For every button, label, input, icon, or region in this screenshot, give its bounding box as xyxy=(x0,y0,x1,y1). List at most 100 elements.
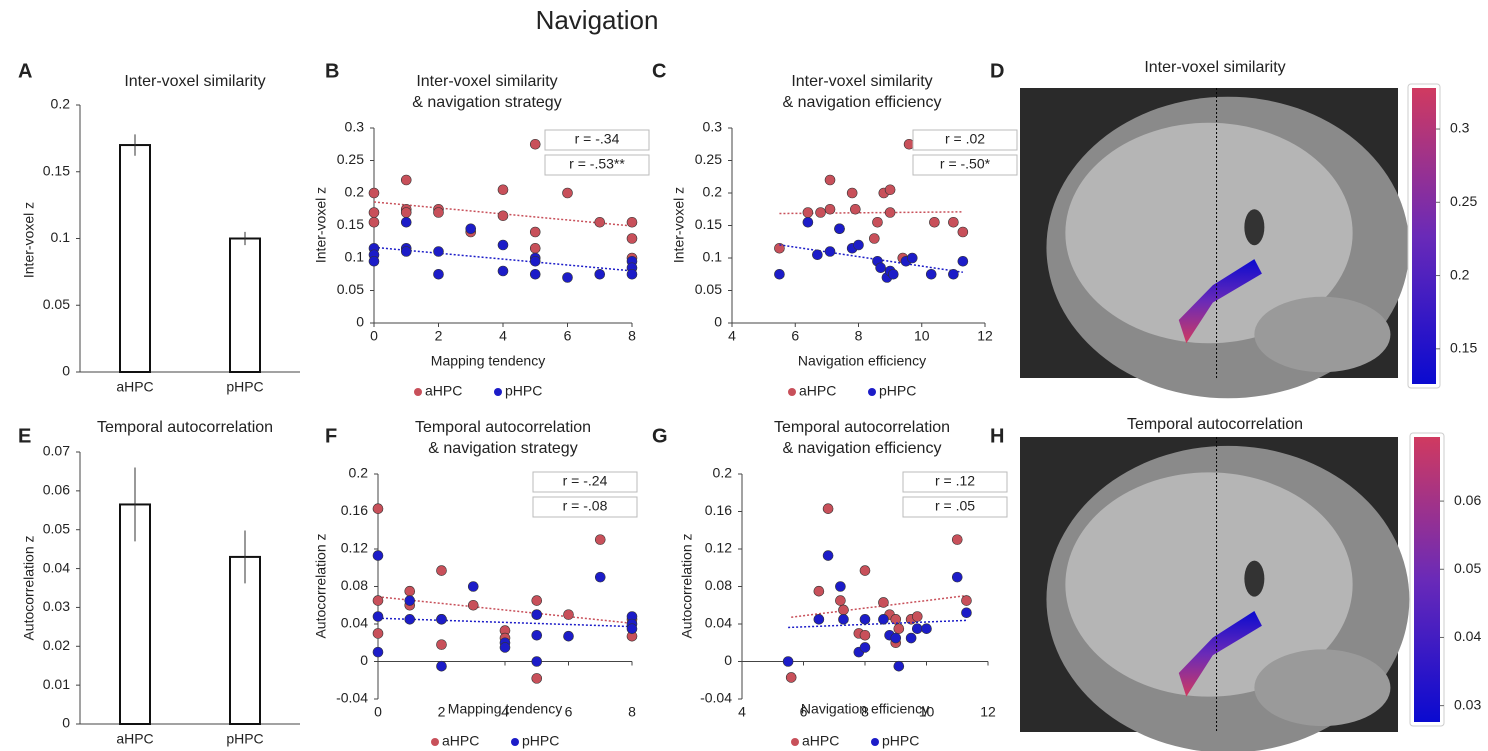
ventricle xyxy=(1244,209,1264,245)
point xyxy=(401,247,411,257)
point xyxy=(869,234,879,244)
y-tick-label: 0.12 xyxy=(705,540,732,556)
panel-title: Temporal autocorrelation xyxy=(774,419,950,436)
colorbar-tick-label: 0.03 xyxy=(1454,696,1481,712)
y-tick-label: 0.05 xyxy=(337,281,364,297)
point xyxy=(838,605,848,615)
legend-label: pHPC xyxy=(882,733,919,749)
point xyxy=(627,234,637,244)
point xyxy=(948,269,958,279)
trend-line xyxy=(779,245,962,272)
x-tick-label: aHPC xyxy=(116,731,153,747)
x-tick-label: 6 xyxy=(564,328,572,344)
point xyxy=(816,208,826,218)
point xyxy=(912,624,922,634)
annotation: r = -.50* xyxy=(940,156,991,172)
point xyxy=(860,614,870,624)
panel-title: Temporal autocorrelation xyxy=(415,419,591,436)
point xyxy=(401,217,411,227)
point xyxy=(878,597,888,607)
panel-title: Temporal autocorrelation xyxy=(97,419,273,436)
y-tick-label: 0.16 xyxy=(341,502,368,518)
point xyxy=(888,269,898,279)
panel-letter: B xyxy=(325,60,339,82)
point xyxy=(850,204,860,214)
legend-marker xyxy=(494,388,502,396)
point xyxy=(891,633,901,643)
x-tick-label: 4 xyxy=(499,328,507,344)
y-tick-label: 0.04 xyxy=(43,559,70,575)
point xyxy=(532,657,542,667)
cerebellum xyxy=(1254,297,1390,372)
panel-title: & navigation efficiency xyxy=(783,94,942,111)
point xyxy=(894,624,904,634)
point xyxy=(434,208,444,218)
annotation: r = -.34 xyxy=(575,131,620,147)
point xyxy=(563,273,573,283)
x-tick-label: 6 xyxy=(565,704,573,720)
y-tick-label: 0.25 xyxy=(695,151,722,167)
annotation: r = .12 xyxy=(935,473,975,489)
point xyxy=(878,614,888,624)
y-tick-label: 0.08 xyxy=(705,577,732,593)
x-tick-label: 0 xyxy=(374,704,382,720)
point xyxy=(373,551,383,561)
point xyxy=(437,661,447,671)
point xyxy=(530,227,540,237)
point xyxy=(872,217,882,227)
point xyxy=(885,208,895,218)
y-tick-label: 0.1 xyxy=(703,249,723,265)
point xyxy=(627,624,637,634)
y-tick-label: 0.2 xyxy=(713,465,733,481)
point xyxy=(774,243,784,253)
cerebellum xyxy=(1254,649,1390,726)
point xyxy=(906,633,916,643)
point xyxy=(929,217,939,227)
bar xyxy=(120,145,150,372)
point xyxy=(405,586,415,596)
colorbar-tick-label: 0.3 xyxy=(1450,120,1470,136)
point xyxy=(564,610,574,620)
y-tick-label: -0.04 xyxy=(336,690,368,706)
ventricle xyxy=(1244,561,1264,597)
point xyxy=(907,253,917,263)
point xyxy=(952,535,962,545)
point xyxy=(823,551,833,561)
x-tick-label: 12 xyxy=(977,328,993,344)
y-tick-label: 0.05 xyxy=(43,296,70,312)
point xyxy=(532,673,542,683)
point xyxy=(405,614,415,624)
point xyxy=(369,217,379,227)
point xyxy=(595,269,605,279)
y-axis-label: Inter-voxel z xyxy=(671,187,687,263)
point xyxy=(961,596,971,606)
point xyxy=(803,208,813,218)
y-tick-label: 0 xyxy=(356,314,364,330)
panel-letter: F xyxy=(325,425,337,447)
point xyxy=(373,612,383,622)
y-tick-label: 0 xyxy=(724,652,732,668)
point xyxy=(369,256,379,266)
point xyxy=(894,661,904,671)
colorbar-tick-label: 0.04 xyxy=(1454,628,1481,644)
colorbar-tick-label: 0.15 xyxy=(1450,340,1477,356)
point xyxy=(405,596,415,606)
point xyxy=(958,227,968,237)
x-tick-label: 2 xyxy=(435,328,443,344)
point xyxy=(530,256,540,266)
y-tick-label: 0.2 xyxy=(349,465,369,481)
legend-marker xyxy=(431,738,439,746)
x-tick-label: 4 xyxy=(501,704,509,720)
point xyxy=(564,631,574,641)
panel-letter: D xyxy=(990,60,1004,82)
point xyxy=(948,217,958,227)
y-tick-label: 0.25 xyxy=(337,151,364,167)
point xyxy=(786,672,796,682)
y-tick-label: 0.1 xyxy=(345,249,365,265)
x-tick-label: 8 xyxy=(861,704,869,720)
y-axis-label: Autocorrelation z xyxy=(21,535,37,640)
panel-title: Temporal autocorrelation xyxy=(1127,416,1303,433)
panel-title: Inter-voxel similarity xyxy=(124,73,265,90)
point xyxy=(369,208,379,218)
point xyxy=(437,614,447,624)
